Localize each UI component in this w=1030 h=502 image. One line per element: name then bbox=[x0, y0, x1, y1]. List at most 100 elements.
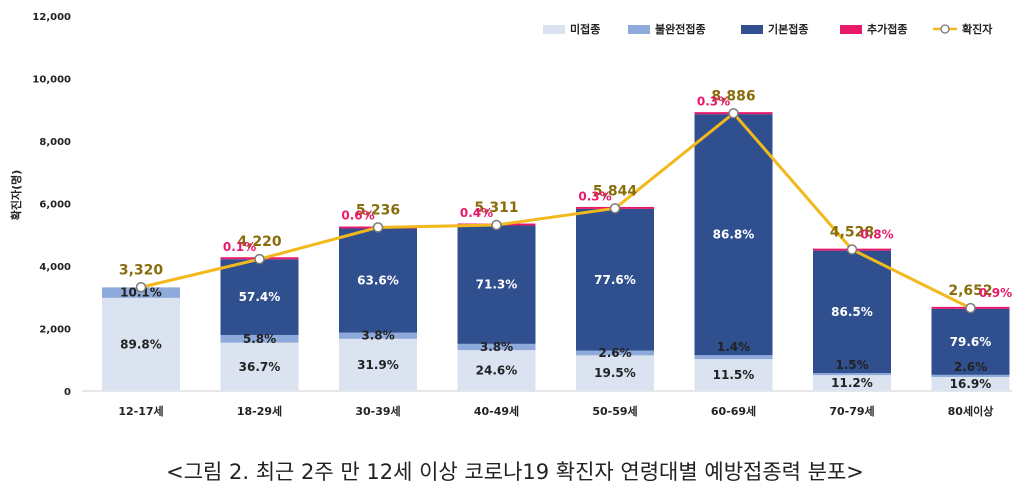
bar-segment-불완전접종 bbox=[339, 332, 417, 339]
bar-segment-기본접종 bbox=[813, 250, 891, 374]
segment-label-basic: 57.4% bbox=[239, 290, 281, 304]
segment-label-partial: 2.6% bbox=[954, 360, 987, 374]
bar-segment-미접종 bbox=[694, 359, 773, 391]
y-tick-label: 10,000 bbox=[32, 75, 71, 86]
legend: 미접종 불완전접종 기본접종 추가접종 확진자 bbox=[543, 22, 993, 36]
bar-segment-불완전접종 bbox=[457, 343, 536, 351]
confirmed-point bbox=[609, 203, 621, 214]
confirmed-value-label: 5,844 bbox=[593, 183, 638, 199]
segment-label-partial: 5.8% bbox=[243, 332, 276, 346]
booster-label: 0.9% bbox=[979, 286, 1012, 300]
segment-label-unvaccinated: 31.9% bbox=[357, 358, 399, 372]
segment-label-partial: 1.5% bbox=[835, 358, 868, 372]
bar-segment-불완전접종 bbox=[220, 334, 299, 343]
x-tick-label: 12-17세 bbox=[118, 404, 163, 418]
y-tick-label: 0 bbox=[64, 387, 71, 398]
segment-label-basic: 86.8% bbox=[713, 228, 755, 242]
legend-label: 확진자 bbox=[962, 22, 993, 36]
booster-label: 0.6% bbox=[341, 208, 374, 222]
legend-swatch bbox=[543, 25, 565, 34]
legend-label: 추가접종 bbox=[867, 22, 907, 36]
x-tick-label: 40-49세 bbox=[474, 404, 519, 418]
bars: 89.8% 10.1% 36.7% 5.8% 57.4% 31.9% 3.8% 63.6% 24… bbox=[102, 112, 1010, 391]
booster-label: 0.1% bbox=[223, 240, 256, 254]
legend-label: 미접종 bbox=[570, 22, 600, 36]
bar-segment-불완전접종 bbox=[931, 374, 1010, 377]
bar-segment-미접종 bbox=[576, 355, 654, 391]
bar-segment-미접종 bbox=[457, 350, 536, 391]
bar-segment-기본접종 bbox=[694, 114, 773, 356]
x-tick-label: 70-79세 bbox=[829, 404, 874, 418]
bar-segment-미접종 bbox=[931, 376, 1010, 391]
x-tick-label: 30-39세 bbox=[355, 404, 400, 418]
confirmed-value-label: 8,886 bbox=[711, 88, 755, 104]
segment-label-unvaccinated: 19.5% bbox=[594, 366, 636, 380]
bar-segment-미접종 bbox=[102, 297, 180, 391]
bar-segment-기본접종 bbox=[931, 308, 1010, 375]
confirmed-point bbox=[728, 108, 739, 119]
y-axis-label: 확진자(명) bbox=[9, 170, 23, 221]
bar-segment-불완전접종 bbox=[813, 373, 891, 376]
x-tick-label: 80세이상 bbox=[948, 404, 994, 418]
y-tick-label: 4,000 bbox=[39, 262, 71, 273]
booster-label: 0.8% bbox=[860, 228, 893, 242]
bar-segment-기본접종 bbox=[576, 208, 654, 351]
bar-segment-불완전접종 bbox=[102, 287, 180, 298]
segment-label-partial: 10.1% bbox=[120, 286, 162, 300]
y-tick-label: 6,000 bbox=[39, 200, 71, 211]
x-tick-label: 18-29세 bbox=[237, 404, 282, 418]
segment-label-partial: 2.6% bbox=[598, 346, 631, 360]
confirmed-line-path bbox=[140, 111, 972, 310]
confirmed-point bbox=[254, 253, 265, 265]
bar-segment-미접종 bbox=[220, 342, 299, 391]
segment-label-unvaccinated: 11.2% bbox=[831, 376, 873, 390]
y-tick-label: 12,000 bbox=[32, 12, 71, 23]
x-tick-label: 60-69세 bbox=[711, 404, 756, 418]
confirmed-point bbox=[846, 244, 858, 255]
segment-label-unvaccinated: 16.9% bbox=[950, 377, 992, 391]
legend-swatch bbox=[840, 25, 862, 34]
bar-segment-기본접종 bbox=[339, 228, 417, 333]
legend-swatch bbox=[628, 25, 650, 34]
bar-segment-기본접종 bbox=[220, 259, 299, 335]
y-tick-label: 8,000 bbox=[39, 137, 71, 148]
confirmed-value-label: 5,236 bbox=[356, 202, 400, 218]
bar-segment-기본접종 bbox=[457, 225, 536, 344]
vaccination-chart: 0 2,000 4,000 6,000 8,000 10,000 12,000 확진자(명)… bbox=[9, 12, 1012, 418]
legend-label: 불완전접종 bbox=[655, 22, 706, 36]
x-tick-label: 50-59세 bbox=[592, 404, 637, 418]
bar-segment-미접종 bbox=[813, 375, 891, 391]
segment-label-basic: 71.3% bbox=[476, 278, 518, 292]
x-axis: 12-17세 18-29세 30-39세 40-49세 50-59세 60-69세 70-7… bbox=[118, 404, 993, 418]
segment-label-partial: 3.8% bbox=[361, 329, 394, 343]
bar-segment-불완전접종 bbox=[576, 350, 654, 356]
figure-caption: <그림 2. 최근 2주 만 12세 이상 코로나19 확진자 연령대별 예방접… bbox=[166, 460, 864, 484]
confirmed-value-label: 3,320 bbox=[119, 262, 164, 278]
segment-label-unvaccinated: 36.7% bbox=[239, 360, 281, 374]
segment-label-unvaccinated: 24.6% bbox=[476, 364, 518, 378]
confirmed-value-label: 5,311 bbox=[474, 200, 518, 216]
booster-label: 0.4% bbox=[460, 206, 493, 220]
segment-label-basic: 79.6% bbox=[950, 335, 992, 349]
legend-line-marker bbox=[940, 24, 950, 34]
legend-label: 기본접종 bbox=[768, 22, 808, 36]
confirmed-point bbox=[135, 282, 147, 293]
confirmed-value-label: 2,652 bbox=[948, 283, 992, 299]
booster-label: 0.3% bbox=[578, 189, 611, 203]
confirmed-value-label: 4,528 bbox=[830, 225, 874, 241]
confirmed-point bbox=[491, 219, 502, 231]
segment-label-basic: 86.5% bbox=[831, 305, 873, 319]
segment-label-basic: 63.6% bbox=[357, 274, 399, 288]
legend-swatch bbox=[741, 25, 763, 34]
segment-label-basic: 77.6% bbox=[594, 273, 636, 287]
segment-label-unvaccinated: 89.8% bbox=[120, 337, 162, 351]
confirmed-value-label: 4,220 bbox=[237, 234, 282, 250]
segment-label-partial: 1.4% bbox=[717, 340, 750, 354]
bar-segment-미접종 bbox=[339, 338, 417, 391]
segment-label-partial: 3.8% bbox=[480, 340, 513, 354]
segment-label-unvaccinated: 11.5% bbox=[713, 368, 755, 382]
confirmed-point bbox=[372, 222, 384, 233]
confirmed-point bbox=[965, 302, 976, 314]
booster-label: 0.3% bbox=[697, 94, 730, 108]
